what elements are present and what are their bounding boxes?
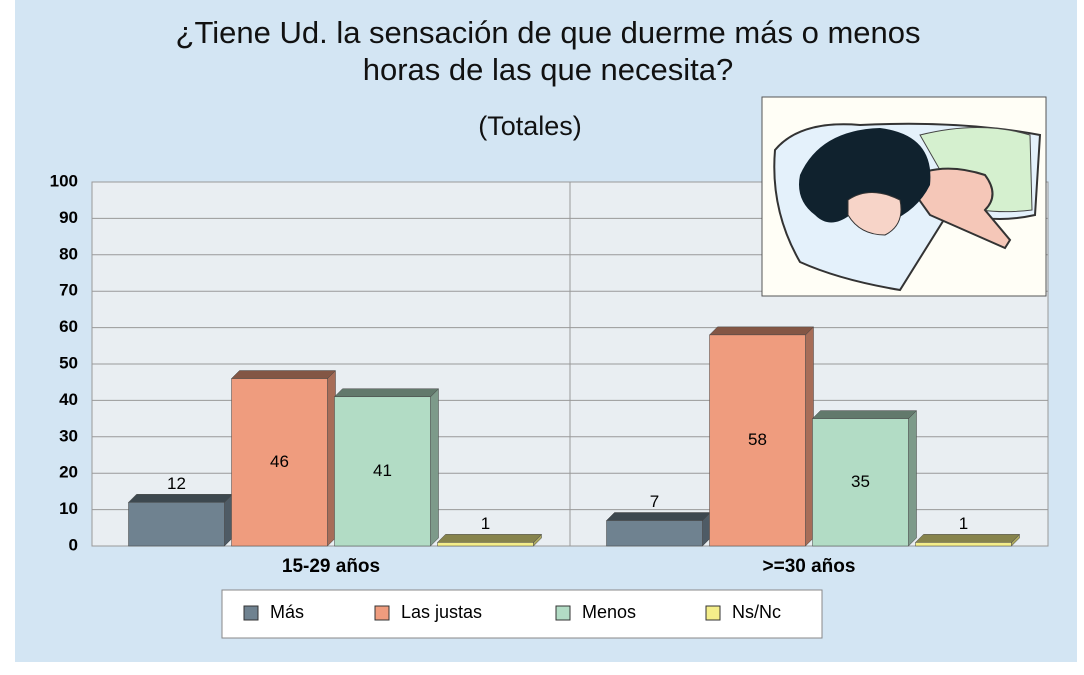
legend-label: Más: [270, 602, 304, 622]
legend-swatch: [706, 606, 720, 620]
x-tick-label: 15-29 años: [282, 556, 380, 577]
chart-title: horas de las que necesita?: [363, 52, 734, 87]
bar: [916, 542, 1012, 546]
y-tick-label: 0: [69, 535, 78, 554]
legend-swatch: [244, 606, 258, 620]
legend-label: Ns/Nc: [732, 602, 781, 622]
chart-title: ¿Tiene Ud. la sensación de que duerme má…: [176, 15, 921, 50]
data-label: 1: [959, 514, 968, 533]
bar: [438, 542, 534, 546]
data-label: 12: [167, 474, 186, 493]
legend-label: Menos: [582, 602, 636, 622]
bar-top: [438, 534, 542, 542]
x-tick-label: >=30 años: [763, 556, 856, 577]
data-label: 35: [851, 472, 870, 491]
chart: ¿Tiene Ud. la sensación de que duerme má…: [0, 0, 1084, 670]
bar: [607, 521, 703, 546]
data-label: 46: [270, 452, 289, 471]
bar: [129, 502, 225, 546]
bar-top: [710, 327, 814, 335]
y-tick-label: 40: [59, 390, 78, 409]
y-tick-label: 20: [59, 463, 78, 482]
y-tick-label: 10: [59, 499, 78, 518]
bar-top: [335, 389, 439, 397]
y-tick-label: 100: [50, 171, 78, 190]
bar-top: [813, 411, 917, 419]
bar-side: [909, 411, 917, 546]
legend-label: Las justas: [401, 602, 482, 622]
chart-subtitle: (Totales): [478, 111, 582, 141]
bar-top: [129, 494, 233, 502]
data-label: 41: [373, 461, 392, 480]
bar-top: [916, 534, 1020, 542]
bar-top: [607, 513, 711, 521]
data-label: 1: [481, 514, 490, 533]
bar-top: [232, 371, 336, 379]
y-tick-label: 30: [59, 426, 78, 445]
bar-side: [431, 389, 439, 546]
y-tick-label: 90: [59, 208, 78, 227]
y-tick-label: 80: [59, 244, 78, 263]
illustration: [762, 97, 1046, 296]
y-tick-label: 70: [59, 281, 78, 300]
legend-swatch: [556, 606, 570, 620]
y-tick-label: 60: [59, 317, 78, 336]
data-label: 7: [650, 492, 659, 511]
legend-swatch: [375, 606, 389, 620]
y-tick-label: 50: [59, 353, 78, 372]
data-label: 58: [748, 430, 767, 449]
